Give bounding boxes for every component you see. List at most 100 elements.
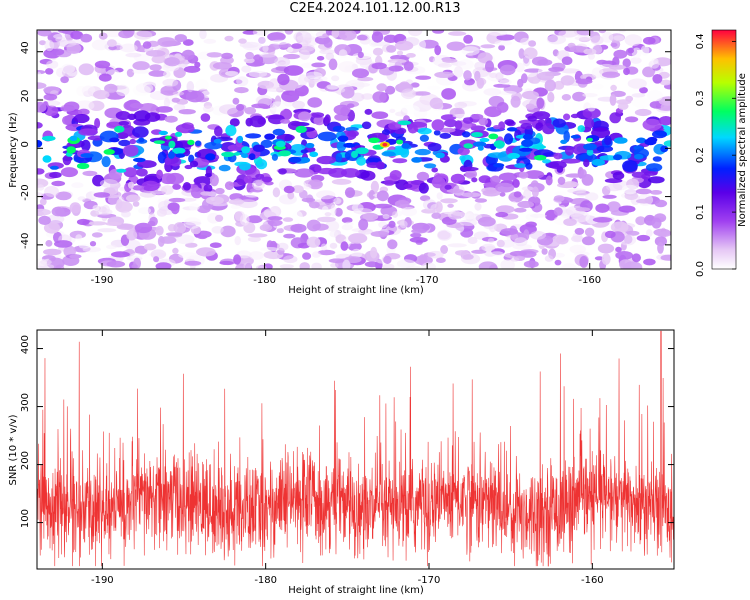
heatmap-cell: [407, 121, 427, 128]
heatmap-cell: [37, 208, 51, 216]
heatmap-cell: [195, 140, 202, 147]
heatmap-cell: [467, 236, 478, 245]
heatmap-cell: [407, 30, 423, 37]
heatmap-cell: [462, 116, 474, 124]
heatmap-hotspot: [237, 135, 244, 144]
heatmap-cell: [60, 167, 78, 178]
heatmap-cell: [609, 64, 626, 70]
heatmap-cell: [444, 184, 452, 190]
heatmap-cell: [185, 242, 198, 248]
heatmap-cell: [471, 177, 478, 183]
heatmap-cell: [613, 49, 628, 59]
x-tick-label: -170: [418, 575, 441, 586]
heatmap-cell: [562, 181, 579, 188]
heatmap-cell: [547, 161, 567, 169]
heatmap-cell: [440, 198, 458, 204]
heatmap-cell: [132, 185, 145, 191]
heatmap-hotspot: [396, 139, 404, 145]
heatmap-cell: [326, 84, 340, 90]
heatmap-cell: [37, 122, 43, 129]
heatmap-cell: [357, 51, 364, 59]
heatmap-cell: [252, 54, 264, 66]
heatmap-cell: [585, 192, 599, 201]
heatmap-cell: [500, 259, 515, 269]
heatmap-cell: [80, 33, 93, 43]
heatmap-hotspot: [278, 150, 292, 157]
heatmap-cell: [338, 61, 357, 73]
heatmap-cell: [601, 71, 621, 78]
heatmap-cell: [362, 212, 379, 221]
heatmap-cell: [118, 121, 130, 126]
heatmap-cell: [544, 255, 554, 262]
heatmap-cell: [292, 100, 305, 109]
x-tick-label: -160: [578, 275, 601, 286]
heatmap-cell: [399, 98, 410, 104]
heatmap-hotspot: [355, 147, 369, 155]
snr-panel: -190 -180 -170 -160 100 200 300 400 Height of …: [8, 329, 675, 596]
heatmap-cell: [625, 116, 639, 123]
heatmap-cell: [478, 117, 489, 126]
heatmap-cell: [431, 167, 439, 173]
heatmap-cell: [381, 129, 391, 136]
heatmap-cell: [166, 172, 185, 185]
heatmap-cell: [283, 255, 298, 264]
heatmap-cell: [171, 97, 181, 103]
heatmap-cell: [333, 197, 342, 205]
heatmap-cell: [371, 62, 387, 70]
heatmap-cell: [602, 31, 614, 43]
heatmap-cell: [335, 152, 343, 163]
heatmap-cell: [372, 47, 384, 56]
snr-series-line: [37, 330, 674, 567]
heatmap-cell: [106, 244, 117, 250]
heatmap-cell: [236, 76, 249, 87]
heatmap-hotspot: [488, 133, 499, 140]
heatmap-cell: [82, 170, 98, 177]
heatmap-cell: [663, 140, 671, 147]
heatmap-cell: [460, 166, 479, 172]
heatmap-cell: [301, 197, 316, 203]
heatmap-cell: [340, 168, 360, 178]
heatmap-cell: [206, 52, 223, 58]
heatmap-cell: [224, 35, 234, 42]
heatmap-cell: [77, 196, 86, 201]
heatmap-cell: [344, 221, 354, 227]
heatmap-cell: [126, 194, 141, 203]
heatmap-cell: [560, 75, 575, 86]
heatmap-cell: [244, 57, 255, 64]
heatmap-cell: [221, 52, 233, 60]
heatmap-cell: [71, 182, 84, 189]
heatmap-hotspot: [116, 168, 127, 173]
heatmap-cell: [78, 63, 95, 76]
heatmap-cell: [292, 185, 304, 194]
heatmap-cell: [60, 76, 69, 84]
heatmap-cell: [97, 228, 117, 233]
heatmap-cell: [624, 34, 642, 47]
heatmap-hotspot: [275, 140, 286, 148]
heatmap-cell: [350, 248, 363, 258]
heatmap-cell: [584, 117, 595, 129]
heatmap-cell: [518, 250, 537, 258]
heatmap-cell: [136, 160, 157, 169]
heatmap-cell: [164, 115, 178, 123]
heatmap-cell: [219, 104, 239, 115]
heatmap-cell: [582, 236, 595, 246]
heatmap-cell: [652, 156, 662, 162]
heatmap-cell: [576, 30, 594, 36]
heatmap-cell: [376, 190, 389, 202]
heatmap-hotspot: [295, 125, 307, 133]
heatmap-cell: [595, 203, 610, 213]
heatmap-cell: [478, 175, 492, 184]
heatmap-cell: [401, 104, 420, 115]
heatmap-cell: [416, 171, 430, 181]
heatmap-cell: [480, 44, 496, 49]
heatmap-cell: [660, 254, 671, 261]
heatmap-cell: [287, 46, 294, 53]
heatmap-cell: [544, 79, 556, 92]
heatmap-cell: [276, 227, 284, 234]
heatmap-cell: [414, 91, 431, 96]
heatmap-hotspot: [534, 154, 547, 161]
heatmap-hotspot: [69, 135, 78, 141]
heatmap-hotspot: [463, 143, 474, 149]
heatmap-cell: [245, 133, 262, 139]
heatmap-cell: [358, 218, 369, 231]
